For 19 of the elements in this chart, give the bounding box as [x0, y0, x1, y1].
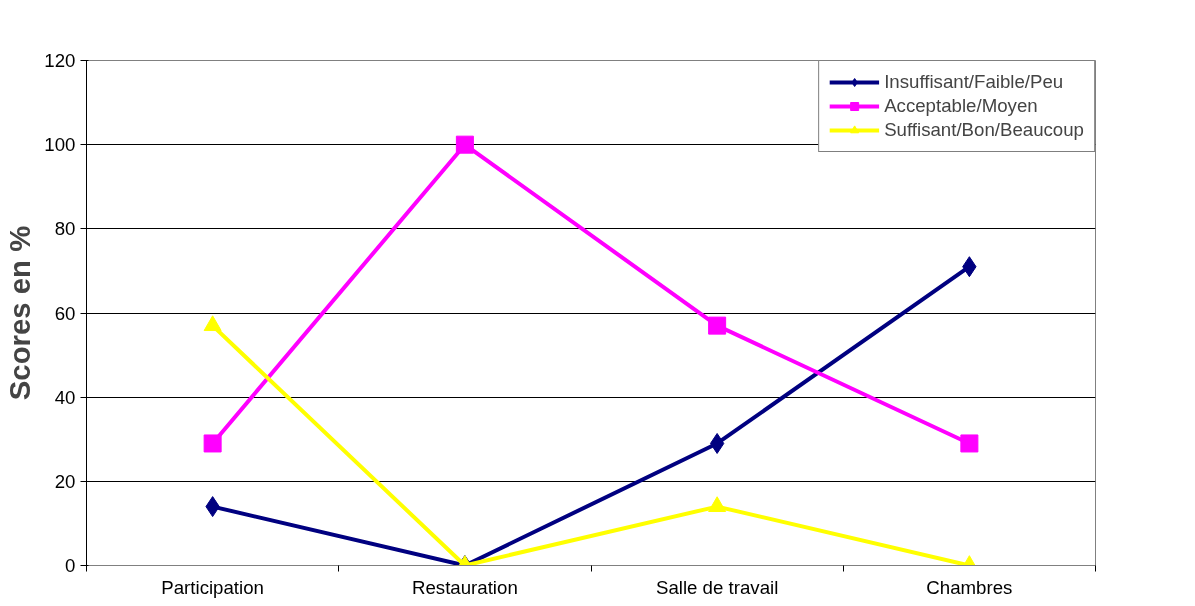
legend-label: Acceptable/Moyen — [884, 95, 1038, 117]
point — [708, 316, 727, 335]
legend-label: Suffisant/Bon/Beaucoup — [884, 119, 1084, 141]
point — [203, 315, 222, 332]
y-tick-label: 100 — [44, 134, 76, 156]
x-tick-label: Salle de travail — [655, 576, 779, 598]
y-tick-label: 60 — [54, 302, 76, 324]
y-axis-title: Scores en % — [3, 225, 37, 401]
y-tick-label: 20 — [54, 470, 76, 492]
x-tick-label: Participation — [161, 576, 264, 598]
y-tick-label: 120 — [44, 50, 76, 71]
point — [708, 496, 727, 512]
y-tick-label: 80 — [54, 218, 76, 240]
y-tick-label: 40 — [54, 386, 76, 408]
x-tick-label: Restauration — [411, 576, 518, 598]
y-tick-label: 0 — [65, 555, 76, 576]
x-tick-label: Chambres — [926, 576, 1013, 598]
point — [455, 135, 474, 154]
legend-label: Insuffisant/Faible/Peu — [884, 71, 1064, 93]
